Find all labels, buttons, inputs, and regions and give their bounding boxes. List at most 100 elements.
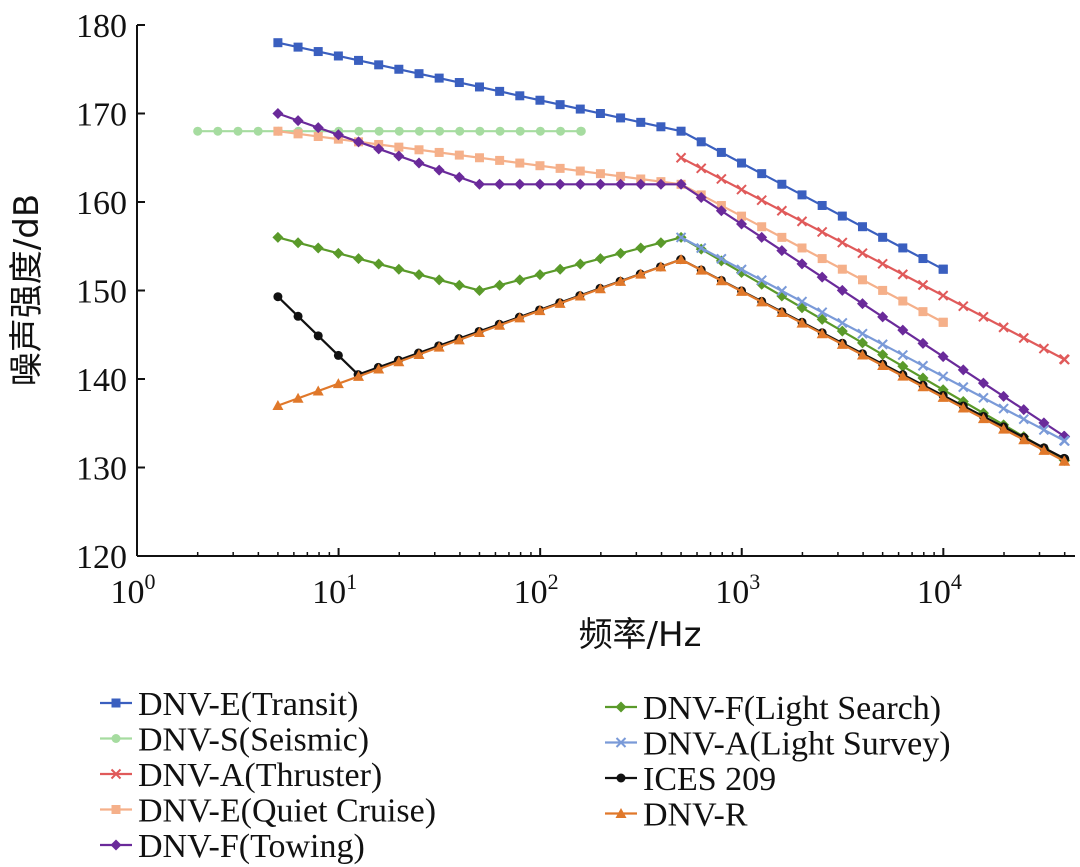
data-point <box>615 808 627 818</box>
y-tick-label: 140 <box>76 362 127 399</box>
data-point <box>213 126 223 136</box>
data-point <box>1038 343 1050 354</box>
data-point <box>111 698 121 708</box>
data-point <box>756 274 767 286</box>
data-point <box>817 200 827 210</box>
data-point <box>636 117 646 127</box>
data-point <box>233 126 243 136</box>
x-tick-label: 102 <box>514 569 559 611</box>
data-point <box>836 284 848 296</box>
data-point <box>554 297 566 308</box>
data-point <box>453 334 465 345</box>
data-point <box>332 247 344 259</box>
data-point <box>756 296 768 307</box>
data-point <box>998 403 1009 414</box>
data-point <box>111 805 121 814</box>
data-point <box>917 381 929 392</box>
series-layer <box>193 38 1071 466</box>
data-point <box>615 247 627 259</box>
data-point <box>193 126 203 136</box>
series-dnv-e-quiet-cruise- <box>273 126 948 327</box>
data-point <box>635 268 647 279</box>
data-point <box>453 171 465 183</box>
data-point <box>473 285 485 296</box>
data-point <box>957 364 969 376</box>
data-point <box>918 307 928 317</box>
data-point <box>756 231 768 243</box>
data-point <box>998 423 1010 434</box>
data-point <box>635 178 647 190</box>
data-point <box>817 254 827 264</box>
data-point <box>374 60 384 70</box>
series-dnv-f-light-search- <box>272 231 1071 466</box>
data-point <box>797 243 807 253</box>
data-point <box>535 161 545 171</box>
data-point <box>897 360 909 372</box>
data-point <box>110 768 122 780</box>
data-point <box>373 143 385 155</box>
data-point <box>293 129 303 139</box>
data-point <box>696 242 707 254</box>
data-point <box>878 285 888 295</box>
data-point <box>756 194 767 206</box>
data-point <box>594 253 606 265</box>
data-point <box>656 122 666 132</box>
data-point <box>675 232 687 243</box>
data-point <box>777 232 787 242</box>
data-point <box>715 275 727 286</box>
data-point <box>897 370 909 381</box>
data-point <box>594 178 606 190</box>
data-point <box>575 104 585 114</box>
data-point <box>757 169 767 179</box>
data-point <box>655 178 667 190</box>
data-point <box>494 279 506 291</box>
data-point <box>273 38 283 48</box>
data-point <box>515 158 525 168</box>
data-point <box>1018 434 1030 445</box>
data-point <box>554 263 566 275</box>
data-point <box>635 242 647 254</box>
legend-item: ICES 209 <box>605 761 776 798</box>
data-point <box>937 371 949 382</box>
data-point <box>836 325 848 337</box>
data-point <box>655 237 667 249</box>
data-point <box>594 283 606 294</box>
data-point <box>576 126 586 136</box>
data-point <box>716 173 727 185</box>
data-point <box>312 385 324 396</box>
data-point <box>515 126 525 136</box>
data-point <box>695 264 707 275</box>
data-point <box>273 292 283 302</box>
legend-label: DNV-A(Thruster) <box>138 757 382 794</box>
data-point <box>393 263 405 275</box>
data-point <box>514 178 526 190</box>
data-point <box>433 341 445 352</box>
data-point <box>273 126 283 136</box>
data-point <box>1038 444 1050 455</box>
data-point <box>394 142 404 152</box>
data-point <box>534 178 546 190</box>
data-point <box>495 155 505 165</box>
data-point <box>615 737 627 748</box>
y-tick-label: 160 <box>76 185 127 222</box>
data-point <box>757 222 767 232</box>
x-tick-label: 104 <box>917 569 962 611</box>
data-point <box>716 147 726 157</box>
data-point <box>736 264 747 275</box>
data-point <box>1038 424 1050 436</box>
data-point <box>494 319 506 330</box>
data-point <box>1059 435 1070 447</box>
data-point <box>877 360 889 371</box>
data-point <box>272 108 284 119</box>
data-point <box>816 307 828 318</box>
series-dnv-a-light-survey- <box>675 232 1070 447</box>
data-point <box>937 391 949 402</box>
data-point <box>998 390 1010 402</box>
data-point <box>111 734 121 743</box>
data-point <box>797 190 807 200</box>
data-point <box>716 253 727 264</box>
data-point <box>616 113 626 123</box>
data-point <box>736 218 748 230</box>
y-tick-label: 170 <box>76 97 127 134</box>
